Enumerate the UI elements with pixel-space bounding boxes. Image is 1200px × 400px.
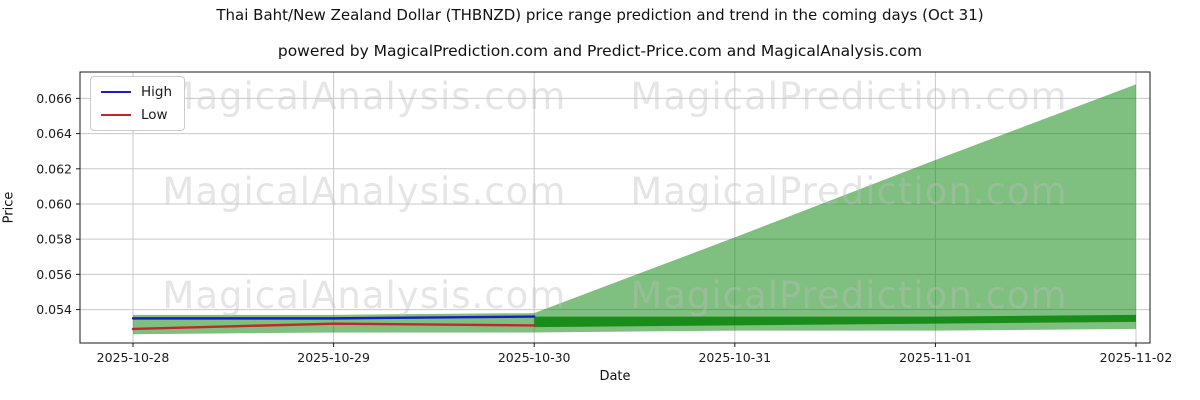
low-line (131, 322, 536, 331)
trend-band (534, 314, 1136, 328)
x-axis-label: Date (599, 369, 631, 384)
high-line-swatch (101, 91, 131, 93)
prediction-fan-band (534, 84, 1136, 333)
y-tick-label: 0.064 (36, 126, 72, 141)
x-tick-label: 2025-10-29 (297, 350, 370, 365)
y-tick-label: 0.060 (36, 196, 72, 211)
legend-label-low: Low (141, 107, 168, 123)
chart-title: Thai Baht/New Zealand Dollar (THBNZD) pr… (216, 6, 984, 24)
x-tick-label: 2025-10-28 (97, 350, 170, 365)
chart-subtitle: powered by MagicalPrediction.com and Pre… (277, 42, 923, 60)
y-tick-label: 0.062 (36, 161, 72, 176)
high-line (131, 315, 536, 320)
x-tick-label: 2025-10-31 (698, 350, 771, 365)
x-tick-label: 2025-11-02 (1100, 350, 1173, 365)
y-tick-label: 0.056 (36, 267, 72, 282)
x-tick-label: 2025-10-30 (498, 350, 571, 365)
low-line-swatch (101, 114, 131, 116)
legend: High Low (90, 76, 186, 131)
y-tick-label: 0.058 (36, 232, 72, 247)
axes-spines (79, 71, 1151, 344)
y-tick-label: 0.066 (36, 91, 72, 106)
legend-item-low: Low (101, 107, 172, 123)
y-tick-label: 0.054 (36, 302, 72, 317)
legend-item-high: High (101, 84, 172, 100)
x-tick-label: 2025-11-01 (899, 350, 972, 365)
legend-label-high: High (141, 84, 173, 100)
